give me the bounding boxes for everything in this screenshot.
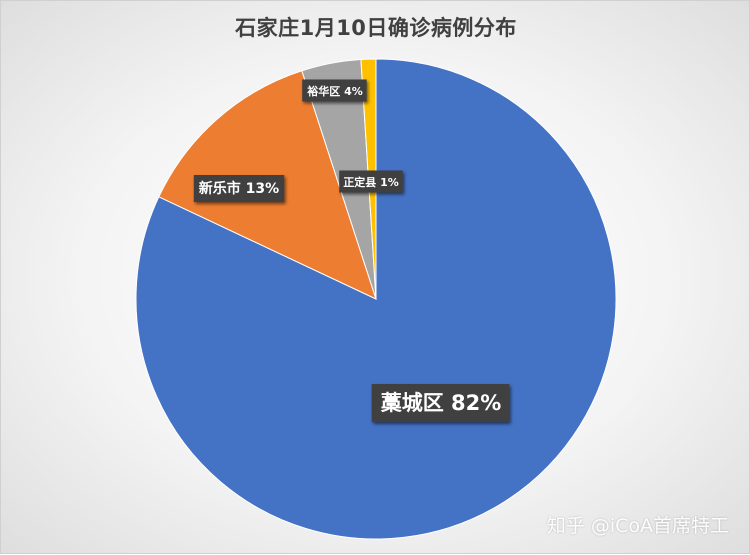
slice-label-2: 新乐市 13% bbox=[193, 175, 285, 202]
slice-label-name-3: 裕华区 bbox=[306, 84, 344, 98]
slice-label-box-3 bbox=[302, 79, 367, 102]
slice-label-text-3: 裕华区 4% bbox=[306, 84, 363, 98]
slice-label-box-4 bbox=[339, 170, 403, 193]
slice-label-value-3: 4% bbox=[344, 85, 363, 98]
slice-label-text-2: 新乐市 13% bbox=[199, 180, 279, 197]
slice-label-3: 裕华区 4% bbox=[302, 79, 367, 102]
slice-label-1: 藁城区 82% bbox=[371, 384, 510, 422]
slice-label-name-2: 新乐市 bbox=[199, 180, 246, 197]
slice-label-box-1 bbox=[371, 384, 510, 422]
slice-label-name-1: 藁城区 bbox=[380, 391, 451, 415]
slice-label-value-1: 82% bbox=[451, 391, 501, 415]
slice-label-value-2: 13% bbox=[246, 181, 280, 197]
slice-label-text-4: 正定县 1% bbox=[343, 175, 399, 189]
slice-label-value-4: 1% bbox=[380, 176, 399, 189]
slice-label-4: 正定县 1% bbox=[339, 170, 403, 193]
slice-label-box-2 bbox=[193, 175, 285, 202]
slice-label-name-4: 正定县 bbox=[343, 175, 380, 189]
slice-label-text-1: 藁城区 82% bbox=[380, 391, 502, 415]
watermark: 知乎 @iCoA首席特工 bbox=[546, 515, 729, 537]
chart-title: 石家庄1月10日确诊病例分布 bbox=[235, 16, 517, 40]
